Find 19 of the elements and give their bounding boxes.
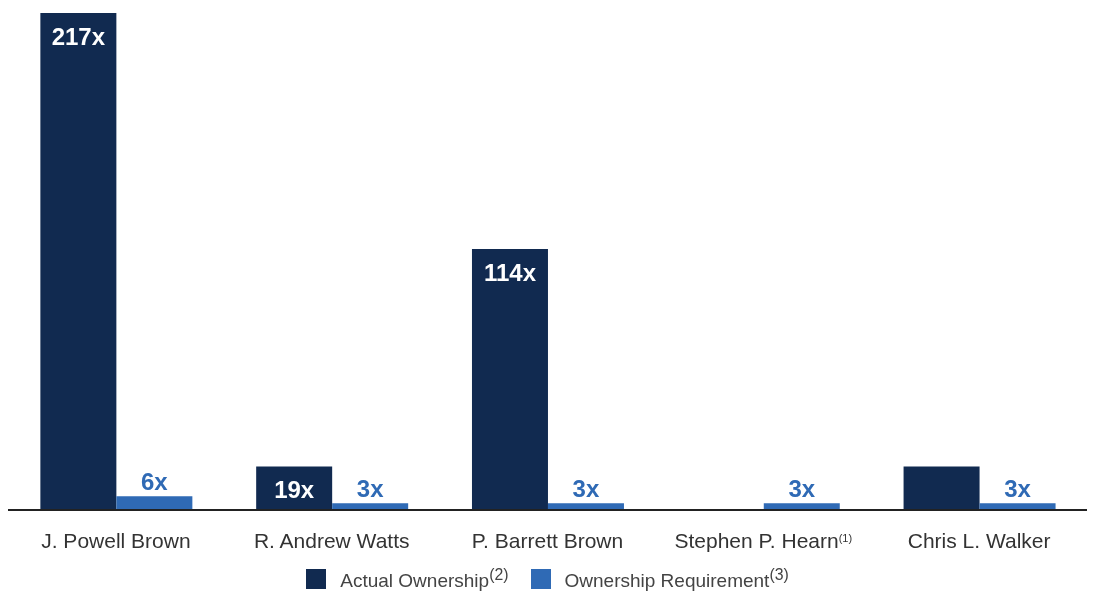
x-tick-label: R. Andrew Watts [253, 529, 410, 552]
bar [903, 466, 980, 510]
bar [471, 248, 548, 510]
data-label: 19x [274, 476, 315, 504]
data-label: 217x [51, 23, 106, 50]
x-tick-label: P. Barrett Brown [471, 529, 624, 552]
data-label: 3x [356, 475, 385, 503]
x-tick-label: Chris L. Walker [907, 529, 1051, 552]
bar [116, 496, 193, 510]
data-label: 3x [572, 475, 600, 503]
x-tick-label: J. Powell Brown [41, 529, 191, 552]
data-label: 6x [141, 468, 169, 496]
legend-label: Ownership Requirement$^{(3)}$ [564, 566, 789, 593]
data-label: 3x [788, 475, 816, 503]
x-tick-label: Stephen P. Hearn$^{(1)}$ [674, 529, 853, 552]
data-label: 114x [483, 258, 537, 286]
bar [40, 13, 117, 510]
data-label: 3x [1004, 475, 1032, 503]
legend-label: Actual Ownership$^{(2)}$ [340, 566, 509, 593]
